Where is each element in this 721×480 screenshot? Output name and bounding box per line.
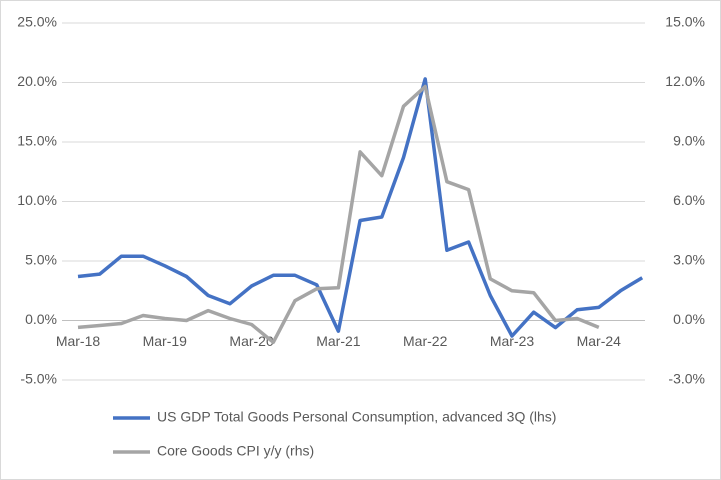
y-tick-label: 10.0%: [17, 192, 57, 208]
y-tick-label: 25.0%: [17, 14, 57, 30]
y-tick-label: 15.0%: [17, 133, 57, 149]
x-tick-label: Mar-22: [403, 333, 448, 349]
y-tick-label: 20.0%: [17, 73, 57, 89]
y-tick-label: 5.0%: [25, 252, 57, 268]
legend-label: Core Goods CPI y/y (rhs): [157, 443, 314, 459]
y2-tick-label: 6.0%: [673, 192, 705, 208]
x-tick-label: Mar-23: [490, 333, 535, 349]
y2-tick-label: 15.0%: [665, 14, 705, 30]
y2-tick-label: -3.0%: [668, 371, 705, 387]
x-tick-label: Mar-18: [56, 333, 101, 349]
y-tick-label: -5.0%: [20, 371, 57, 387]
legend-label: US GDP Total Goods Personal Consumption,…: [157, 409, 556, 425]
x-tick-label: Mar-20: [229, 333, 274, 349]
y2-tick-label: 0.0%: [673, 311, 705, 327]
y2-tick-label: 9.0%: [673, 133, 705, 149]
x-tick-label: Mar-19: [143, 333, 188, 349]
x-tick-label: Mar-21: [316, 333, 361, 349]
y-tick-label: 0.0%: [25, 311, 57, 327]
series-line: [77, 84, 600, 345]
y2-tick-label: 12.0%: [665, 73, 705, 89]
series-line: [77, 77, 644, 338]
x-tick-label: Mar-24: [577, 333, 622, 349]
y2-tick-label: 3.0%: [673, 252, 705, 268]
